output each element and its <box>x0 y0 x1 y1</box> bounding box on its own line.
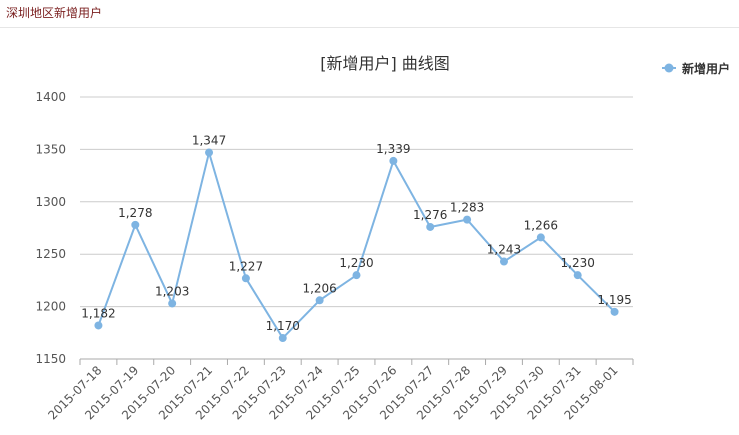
y-tick-label: 1350 <box>35 142 66 156</box>
data-point[interactable] <box>463 215 472 224</box>
data-label: 1,203 <box>155 284 189 298</box>
y-tick-label: 1250 <box>35 247 66 261</box>
data-point[interactable] <box>205 148 214 157</box>
header-bar: 深圳地区新增用户 <box>0 0 739 28</box>
legend-label: 新增用户 <box>682 61 730 76</box>
data-label: 1,206 <box>302 281 336 295</box>
data-point[interactable] <box>389 156 398 165</box>
y-tick-label: 1300 <box>35 195 66 209</box>
data-label: 1,266 <box>524 218 558 232</box>
data-label: 1,227 <box>229 259 263 273</box>
data-point[interactable] <box>426 222 435 231</box>
y-tick-label: 1150 <box>35 352 66 366</box>
data-point[interactable] <box>499 257 508 266</box>
data-point[interactable] <box>573 271 582 280</box>
y-axis-ticks: 1150 1200 1250 1300 1350 1400 <box>35 90 66 366</box>
data-point[interactable] <box>536 233 545 242</box>
data-point[interactable] <box>352 271 361 280</box>
data-label: 1,195 <box>597 293 631 307</box>
data-point[interactable] <box>315 296 324 305</box>
data-point[interactable] <box>168 299 177 308</box>
data-label: 1,278 <box>118 206 152 220</box>
data-label: 1,230 <box>339 256 373 270</box>
y-tick-label: 1200 <box>35 300 66 314</box>
data-label: 1,347 <box>192 134 226 148</box>
legend-marker-icon <box>664 63 674 73</box>
data-point[interactable] <box>131 220 140 229</box>
data-point[interactable] <box>278 334 287 343</box>
x-axis-ticks: 2015-07-182015-07-192015-07-202015-07-21… <box>45 359 634 422</box>
data-label: 1,243 <box>487 243 521 257</box>
data-label: 1,276 <box>413 208 447 222</box>
data-point[interactable] <box>610 307 619 316</box>
data-label: 1,170 <box>266 319 300 333</box>
data-labels: 1,1821,2781,2031,3471,2271,1701,2061,230… <box>81 134 631 333</box>
page-title: 深圳地区新增用户 <box>6 6 103 20</box>
data-point[interactable] <box>241 274 250 283</box>
series-group <box>94 148 619 343</box>
data-label: 1,182 <box>81 306 115 320</box>
y-tick-label: 1400 <box>35 90 66 104</box>
data-point[interactable] <box>94 321 103 330</box>
data-label: 1,230 <box>561 256 595 270</box>
legend[interactable]: 新增用户 <box>662 61 730 76</box>
chart-title: [新增用户] 曲线图 <box>320 54 450 73</box>
series-line <box>97 148 616 340</box>
data-label: 1,283 <box>450 201 484 215</box>
data-label: 1,339 <box>376 142 410 156</box>
